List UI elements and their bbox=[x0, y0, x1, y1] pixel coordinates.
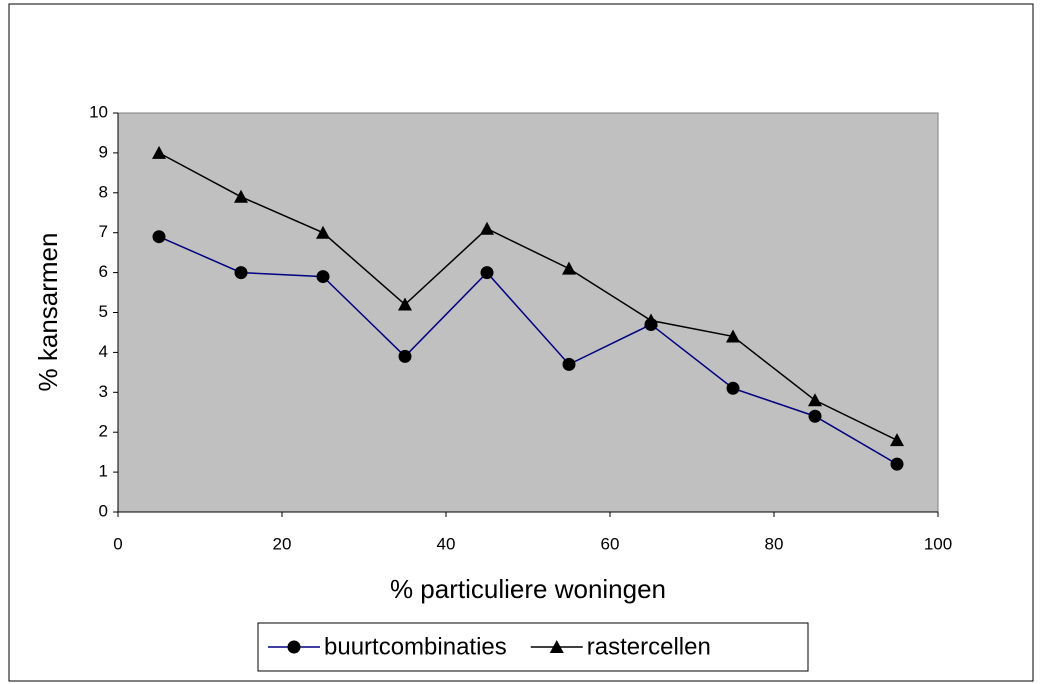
data-point bbox=[808, 409, 822, 423]
legend-marker bbox=[549, 640, 564, 653]
data-point bbox=[234, 266, 248, 280]
data-point bbox=[890, 457, 904, 471]
data-point bbox=[726, 381, 740, 395]
data-point bbox=[480, 266, 494, 280]
data-point bbox=[398, 297, 412, 311]
series-line bbox=[158, 236, 898, 465]
x-tick-label: 40 bbox=[437, 534, 456, 553]
y-tick-label: 8 bbox=[99, 182, 108, 201]
y-tick-label: 7 bbox=[99, 222, 108, 241]
data-point bbox=[316, 225, 330, 239]
x-tick-label: 100 bbox=[924, 534, 952, 553]
data-point bbox=[726, 329, 740, 343]
data-point bbox=[644, 313, 658, 327]
legend-marker bbox=[287, 640, 301, 654]
data-point bbox=[316, 270, 330, 284]
y-tick-label: 5 bbox=[99, 302, 108, 321]
data-point bbox=[808, 393, 822, 407]
legend-label: buurtcombinaties bbox=[324, 633, 507, 660]
data-point bbox=[398, 349, 412, 363]
y-tick-label: 6 bbox=[99, 262, 108, 281]
series-line bbox=[158, 152, 898, 441]
x-tick-label: 60 bbox=[601, 534, 620, 553]
data-point bbox=[562, 261, 576, 275]
y-tick-label: 1 bbox=[99, 462, 108, 481]
x-tick-label: 0 bbox=[113, 534, 122, 553]
data-point bbox=[152, 230, 166, 244]
y-tick-label: 4 bbox=[99, 342, 108, 361]
data-point bbox=[152, 145, 166, 159]
x-tick-label: 80 bbox=[765, 534, 784, 553]
data-point bbox=[480, 221, 494, 235]
data-point bbox=[890, 433, 904, 447]
y-tick-label: 0 bbox=[99, 501, 108, 520]
y-tick-label: 3 bbox=[99, 382, 108, 401]
x-tick-label: 20 bbox=[273, 534, 292, 553]
y-tick-label: 2 bbox=[99, 422, 108, 441]
y-tick-label: 10 bbox=[89, 102, 108, 121]
data-point bbox=[234, 189, 248, 203]
x-axis-title: % particuliere woningen bbox=[390, 574, 666, 604]
data-point bbox=[562, 357, 576, 371]
y-axis-title: % kansarmen bbox=[33, 233, 63, 392]
legend-label: rastercellen bbox=[587, 633, 711, 660]
y-tick-label: 9 bbox=[99, 142, 108, 161]
plot-area bbox=[117, 112, 939, 513]
